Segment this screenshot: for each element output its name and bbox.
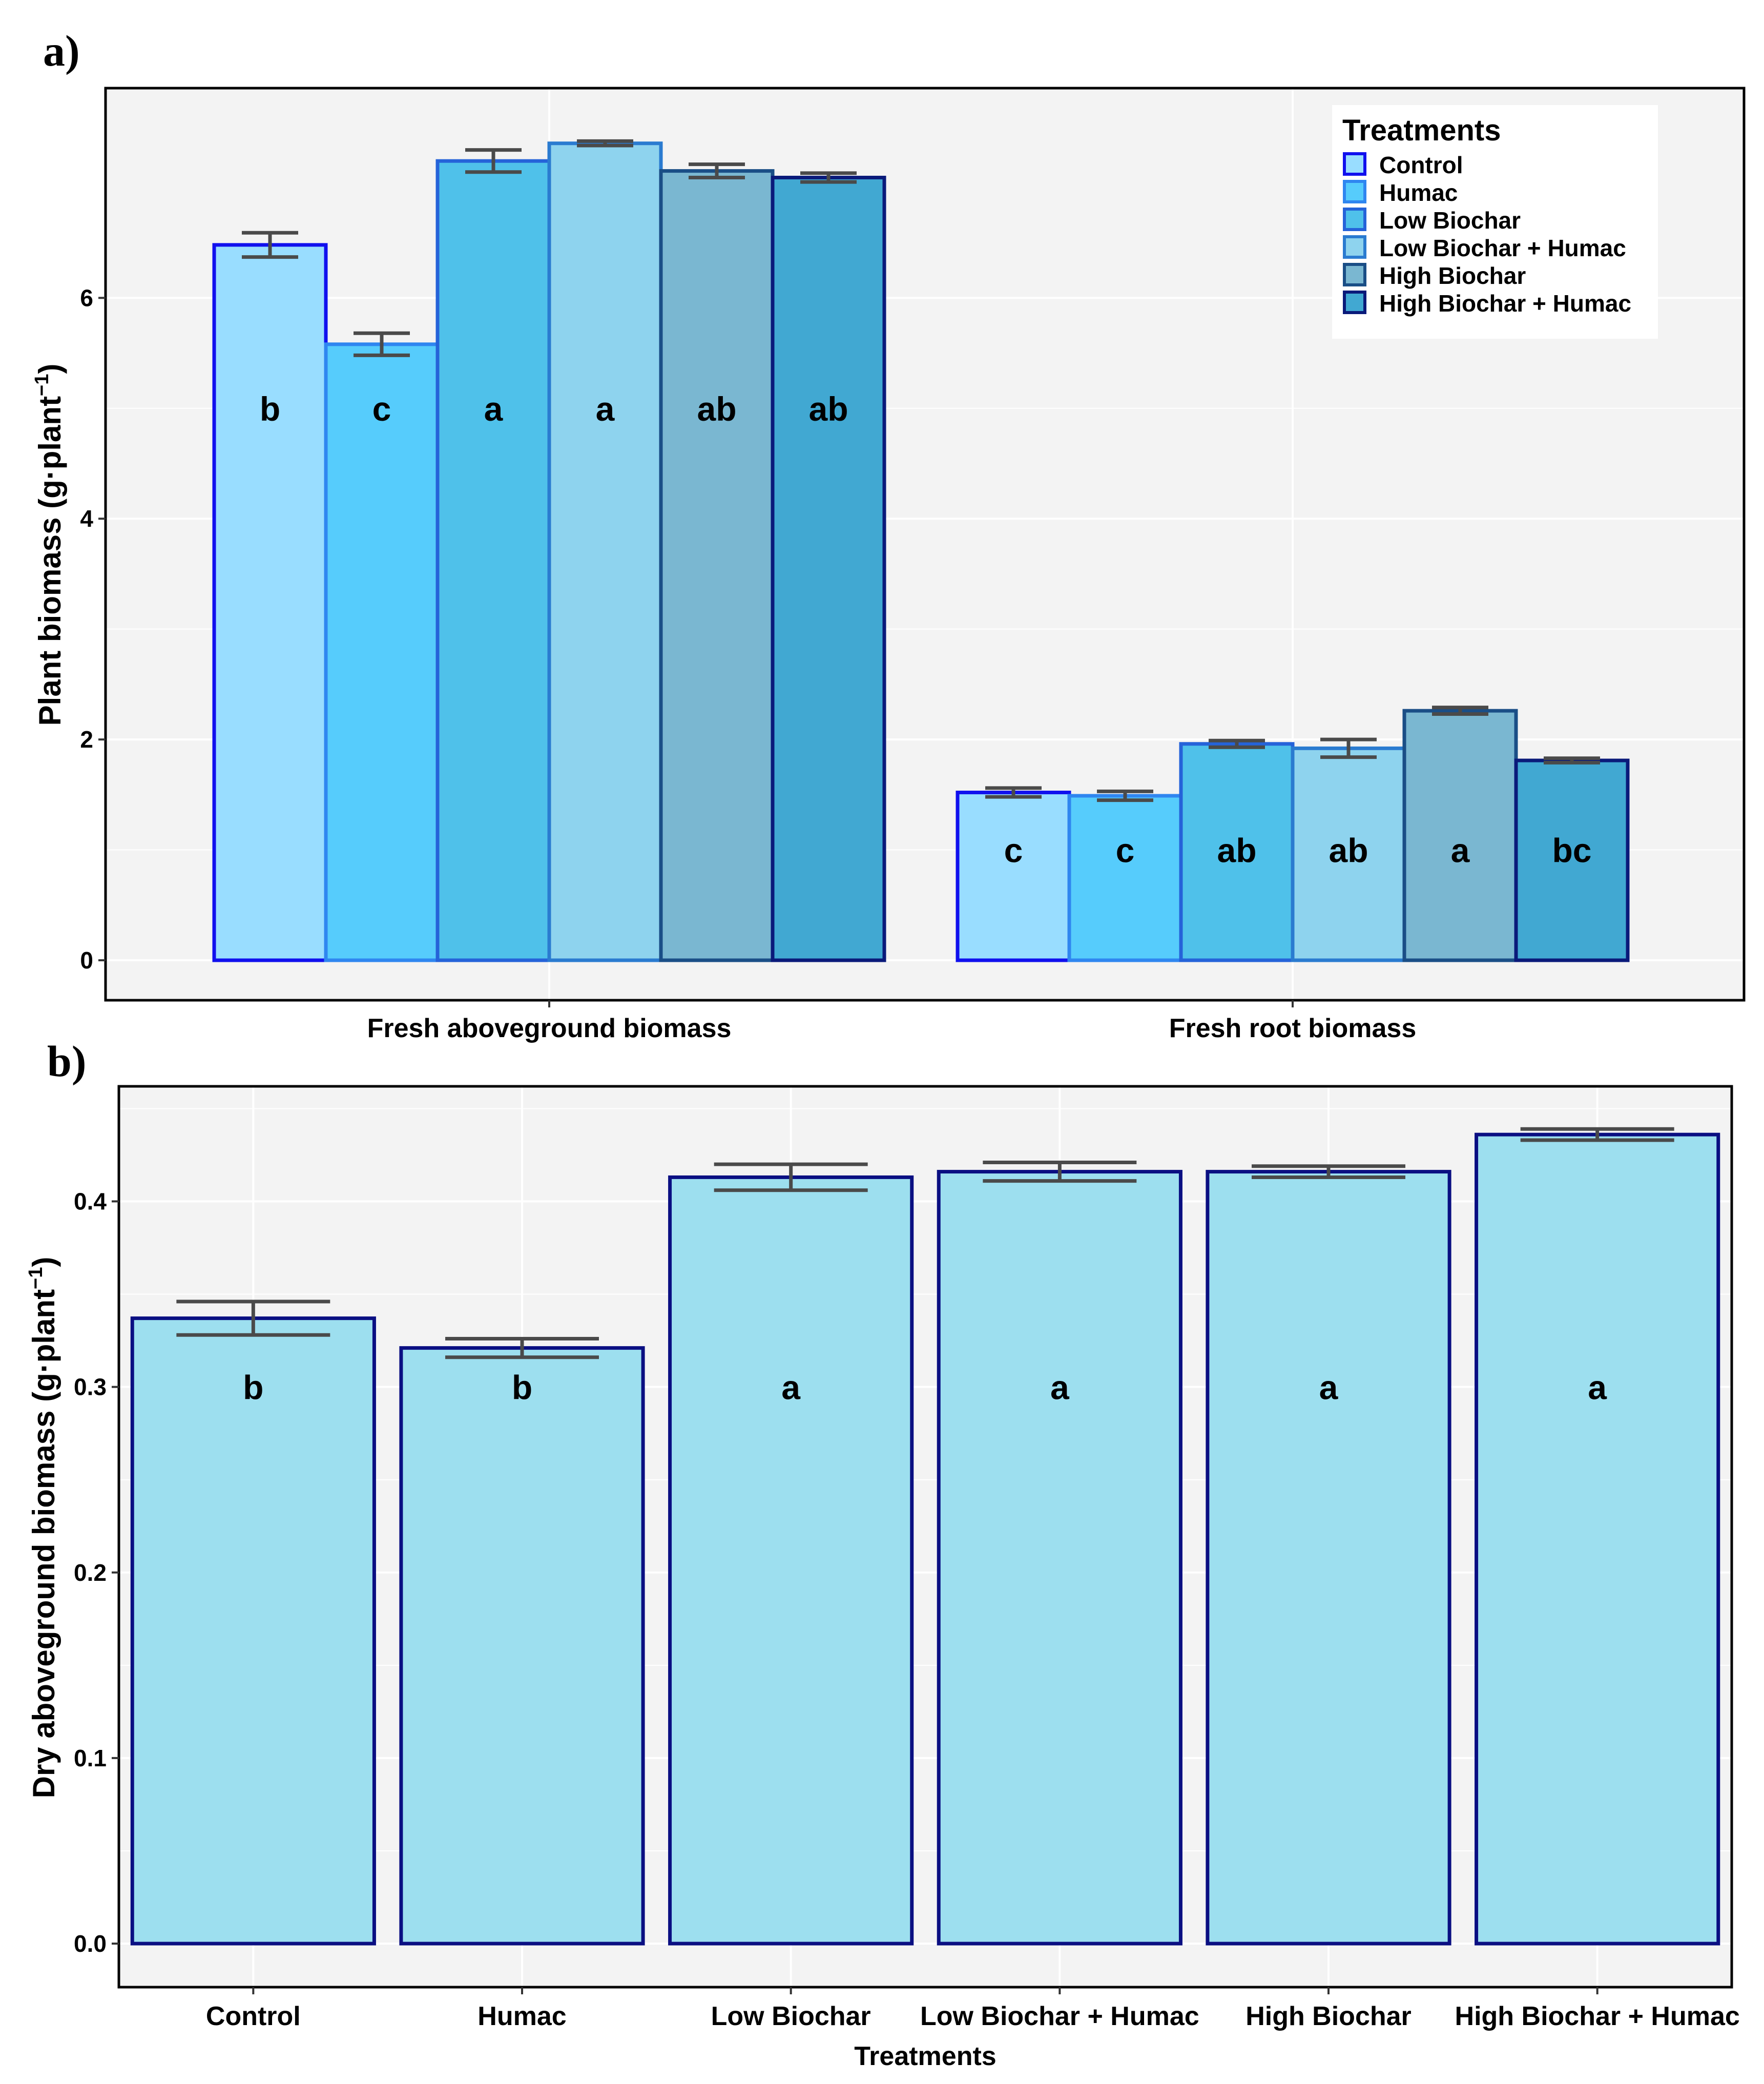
panel-a-y-tick-label: 0 [80,947,93,974]
panel-a-letter: c [1116,832,1135,870]
panel-b-x-category-label: Low Biochar [711,2002,871,2031]
panel-b-x-category-label: High Biochar [1246,2002,1412,2031]
legend-swatch [1343,291,1366,314]
panel-b-x-axis-title: Treatments [854,2041,996,2071]
panel-b-x-category-label: Humac [478,2002,566,2031]
panel-a-y-axis-title-close: ) [33,364,67,374]
legend-background [1332,105,1658,339]
panel-a-x-category-label: Fresh aboveground biomass [367,1014,732,1043]
panel-b-letter: a [1050,1369,1070,1407]
panel-b-y-axis-title-exponent: −1 [25,1267,47,1289]
panel-a-bar [1067,794,1183,962]
panel-a-y-ticks: 0 2 4 6 [80,284,106,974]
legend-item-label: Low Biochar [1379,207,1521,234]
panel-b-y-tick-label: 0.2 [74,1559,107,1586]
panel-b-plot-border [117,1085,1733,1989]
panel-a-letter: a [484,390,504,428]
panel-b-y-tick-label: 0.4 [74,1188,107,1215]
panel-a-letter: a [596,390,615,428]
panel-a-letter: ab [1217,832,1256,870]
legend-title: Treatments [1342,114,1501,147]
panel-b-letter: a [1588,1369,1607,1407]
panel-a-letter: a [1451,832,1470,870]
panel-a-y-axis-title-main: Plant biomass (g·plant [33,396,67,726]
panel-b-bar [399,1346,645,1946]
panel-a-x-categories: Fresh aboveground biomass Fresh root biom… [367,1000,1417,1043]
panel-a-bar [956,791,1071,962]
panel-a-x-category-label: Fresh root biomass [1169,1014,1417,1043]
panel-b-letter: b [512,1369,532,1407]
panel-a-letter: c [372,390,391,428]
panel-b-error-bars [176,1127,1674,1359]
panel-b-bar [130,1316,376,1946]
panel-a-error-bars [242,139,1600,802]
panel-a-bars [212,141,1630,962]
panel-b-x-category-label: Low Biochar + Humac [920,2002,1199,2031]
panel-a-bar [1291,746,1406,962]
legend-swatch [1343,152,1366,176]
panel-b-x-category-label: Control [206,2002,301,2031]
panel-b-x-category-label: High Biochar + Humac [1455,2002,1740,2031]
panel-a-y-axis-title: Plant biomass (g·plant−1) [31,364,67,726]
panel-a-letter: ab [808,390,848,428]
panel-a-letter: b [260,390,280,428]
legend-swatch [1343,235,1366,259]
panel-a-significance-letters: b c a a ab abc c ab ab a bc [260,390,1592,870]
panel-a-letter: bc [1552,832,1591,870]
panel-a-bar [435,159,551,962]
legend-item-label: Humac [1379,179,1458,206]
panel-b-bar [668,1175,914,1946]
panel-a-letter: ab [697,390,736,428]
panel-a-letter: ab [1329,832,1368,870]
panel-b: b) b b a a a a 0.0 0.1 0.2 0.3 0.4 Control Humac Lo… [25,1037,1740,2071]
panel-a-bar [324,342,440,962]
panel-b-bar [1475,1132,1720,1946]
panel-a-plot-border [104,87,1746,1002]
panel-b-plot-background [119,1086,1732,1987]
panel-b-y-ticks: 0.0 0.1 0.2 0.3 0.4 [74,1188,119,1957]
panel-b-bar [937,1170,1182,1946]
legend-swatch [1343,263,1366,286]
panel-a-bar [771,176,886,962]
panel-b-letter: a [1319,1369,1339,1407]
legend-item-label: High Biochar + Humac [1379,290,1631,317]
panel-a-letter: c [1004,832,1023,870]
panel-b-letter: a [781,1369,801,1407]
panel-b-bar [1206,1170,1451,1946]
panel-a-label: a) [43,26,80,75]
panel-b-y-axis-title-close: ) [27,1257,61,1267]
panel-b-y-tick-label: 0.3 [74,1374,107,1400]
panel-b-bars [130,1132,1720,1946]
panel-b-letter: b [243,1369,263,1407]
legend-item-label: High Biochar [1379,262,1526,289]
panel-a-y-tick-label: 6 [80,284,93,311]
panel-b-y-axis-title-main: Dry aboveground biomass (g·plant [27,1289,61,1798]
legend-item-label: Low Biochar + Humac [1379,235,1626,261]
panel-a-y-tick-label: 4 [80,505,93,532]
panel-a-bar [1514,758,1630,962]
panel-a-y-tick-label: 2 [80,726,93,753]
panel-b-y-tick-label: 0.1 [74,1745,107,1771]
panel-b-y-tick-label: 0.0 [74,1930,107,1957]
legend-swatch [1343,180,1366,203]
panel-b-label: b) [47,1037,86,1086]
panel-b-y-axis-title: Dry aboveground biomass (g·plant−1) [25,1257,61,1799]
panel-a-bar [659,169,775,962]
panel-b-x-categories: Control Humac Low Biochar Low Biochar + Hum… [206,1987,1740,2031]
panel-a-y-axis-title-exponent: −1 [31,374,53,396]
panel-a-bar [1402,709,1518,962]
panel-a-bar [547,141,663,962]
legend-item-label: Control [1379,152,1463,178]
panel-a-bar [212,243,328,962]
legend-swatch [1343,208,1366,231]
